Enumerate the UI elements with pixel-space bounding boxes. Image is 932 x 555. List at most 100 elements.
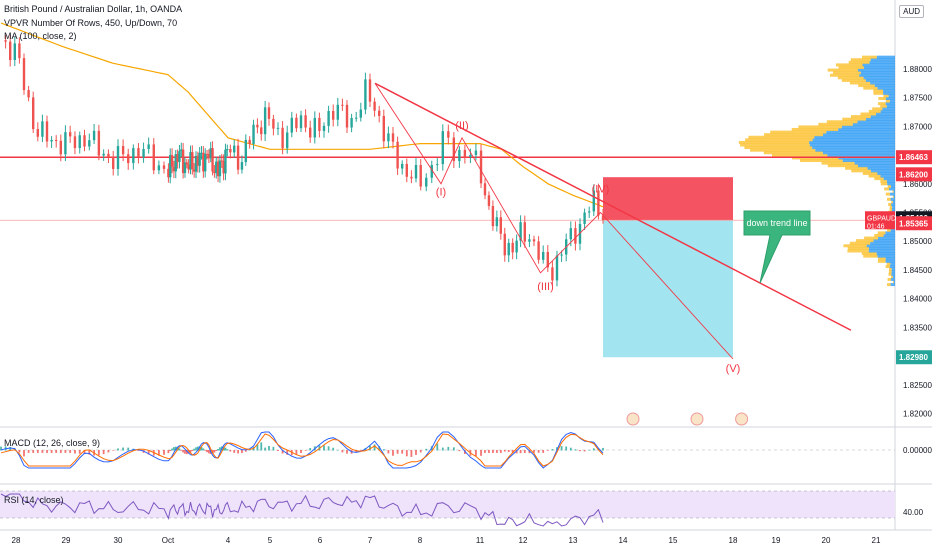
macd-histogram-bar: [171, 449, 173, 451]
macd-histogram-bar: [453, 447, 455, 450]
candle-body: [122, 146, 124, 154]
macd-histogram-bar: [74, 450, 76, 453]
vp-row-down: [849, 61, 870, 64]
macd-histogram-bar: [360, 450, 362, 451]
candle-body: [14, 43, 16, 60]
vp-row-down: [745, 138, 812, 141]
macd-pane: [0, 432, 895, 468]
candle-body: [500, 217, 502, 233]
macd-histogram-bar: [323, 445, 325, 450]
candle-body: [401, 164, 403, 168]
date-tick-label: 29: [62, 536, 71, 545]
candle-body: [171, 155, 173, 167]
vp-row-down: [886, 265, 890, 268]
candle-body: [79, 135, 81, 148]
candle-body: [475, 151, 477, 155]
vp-row-down: [878, 257, 886, 260]
vp-row-up: [893, 200, 895, 203]
macd-histogram-bar: [309, 448, 311, 450]
candle-body: [98, 131, 100, 156]
candle-body: [341, 105, 343, 106]
macd-histogram-bar: [69, 450, 71, 453]
vp-row-up: [892, 270, 895, 273]
vp-row-up: [890, 100, 895, 103]
macd-histogram-bar: [208, 450, 210, 453]
vp-row-down: [770, 131, 826, 134]
vp-row-down: [856, 239, 874, 242]
candle-body: [387, 133, 389, 141]
macd-histogram-bar: [229, 450, 231, 451]
vp-row-up: [861, 71, 895, 74]
vp-row-up: [866, 118, 895, 121]
macd-histogram-bar: [337, 450, 339, 451]
candle-body: [127, 154, 129, 163]
vp-row-up: [887, 182, 895, 185]
candle-body: [224, 150, 226, 174]
candle-body: [137, 148, 139, 157]
candle-body: [346, 105, 348, 128]
rsi-label: RSI (14, close): [4, 494, 64, 506]
date-tick-label: 20: [822, 536, 831, 545]
macd-histogram-bar: [226, 449, 228, 450]
vp-row-up: [894, 195, 895, 198]
currency-badge[interactable]: AUD: [899, 5, 924, 18]
vp-row-up: [891, 203, 895, 206]
vp-row-up: [812, 146, 895, 149]
macd-histogram-bar: [32, 450, 34, 453]
vp-row-down: [873, 92, 883, 95]
macd-histogram-bar: [180, 450, 182, 451]
macd-histogram-bar: [447, 447, 449, 451]
vp-row-up: [826, 131, 895, 134]
candle-body: [23, 58, 25, 90]
vp-row-up: [892, 268, 895, 271]
macd-histogram-bar: [168, 450, 170, 453]
candle-body: [355, 118, 357, 119]
macd-histogram-bar: [504, 450, 506, 452]
macd-histogram-bar: [492, 450, 494, 453]
candle-body: [178, 151, 180, 162]
vp-row-up: [891, 185, 895, 188]
macd-histogram-bar: [520, 450, 522, 453]
vp-row-down: [888, 203, 891, 206]
candle-body: [147, 144, 149, 149]
candle-body: [533, 239, 535, 241]
candle-body: [323, 126, 325, 131]
annotation-text: down trend line: [746, 218, 807, 228]
vp-row-down: [880, 105, 887, 108]
vp-row-up: [891, 283, 895, 286]
vp-row-up: [870, 61, 895, 64]
vp-row-down: [864, 237, 878, 240]
candle-body: [410, 177, 412, 179]
vp-row-down: [848, 247, 869, 250]
macd-histogram-bar: [538, 450, 540, 453]
candle-body: [480, 151, 482, 184]
vp-row-up: [868, 167, 895, 170]
vp-row-down: [851, 58, 871, 61]
vp-row-down: [847, 249, 868, 252]
vp-row-up: [891, 198, 895, 201]
macd-histogram-bar: [19, 450, 21, 452]
macd-histogram-bar: [480, 450, 482, 456]
candle-body: [360, 110, 362, 118]
vp-row-down: [878, 231, 886, 234]
vp-row-down: [887, 229, 891, 232]
level-price-1: 1.86463: [899, 153, 928, 162]
vp-row-down: [850, 81, 870, 84]
vp-row-down: [878, 97, 885, 100]
vp-row-down: [874, 177, 883, 180]
macd-histogram-bar: [241, 450, 243, 453]
macd-histogram-bar: [524, 450, 526, 453]
candle-body: [60, 141, 62, 155]
vp-row-down: [893, 190, 894, 193]
vp-row-up: [809, 141, 895, 144]
candle-body: [369, 79, 371, 101]
vp-row-up: [890, 265, 895, 268]
vp-row-down: [869, 110, 881, 113]
wave-label-2: (II): [455, 120, 468, 132]
vp-row-up: [877, 252, 895, 255]
candle-body: [191, 152, 193, 169]
macd-histogram-bar: [37, 450, 39, 453]
candle-body: [515, 241, 517, 253]
